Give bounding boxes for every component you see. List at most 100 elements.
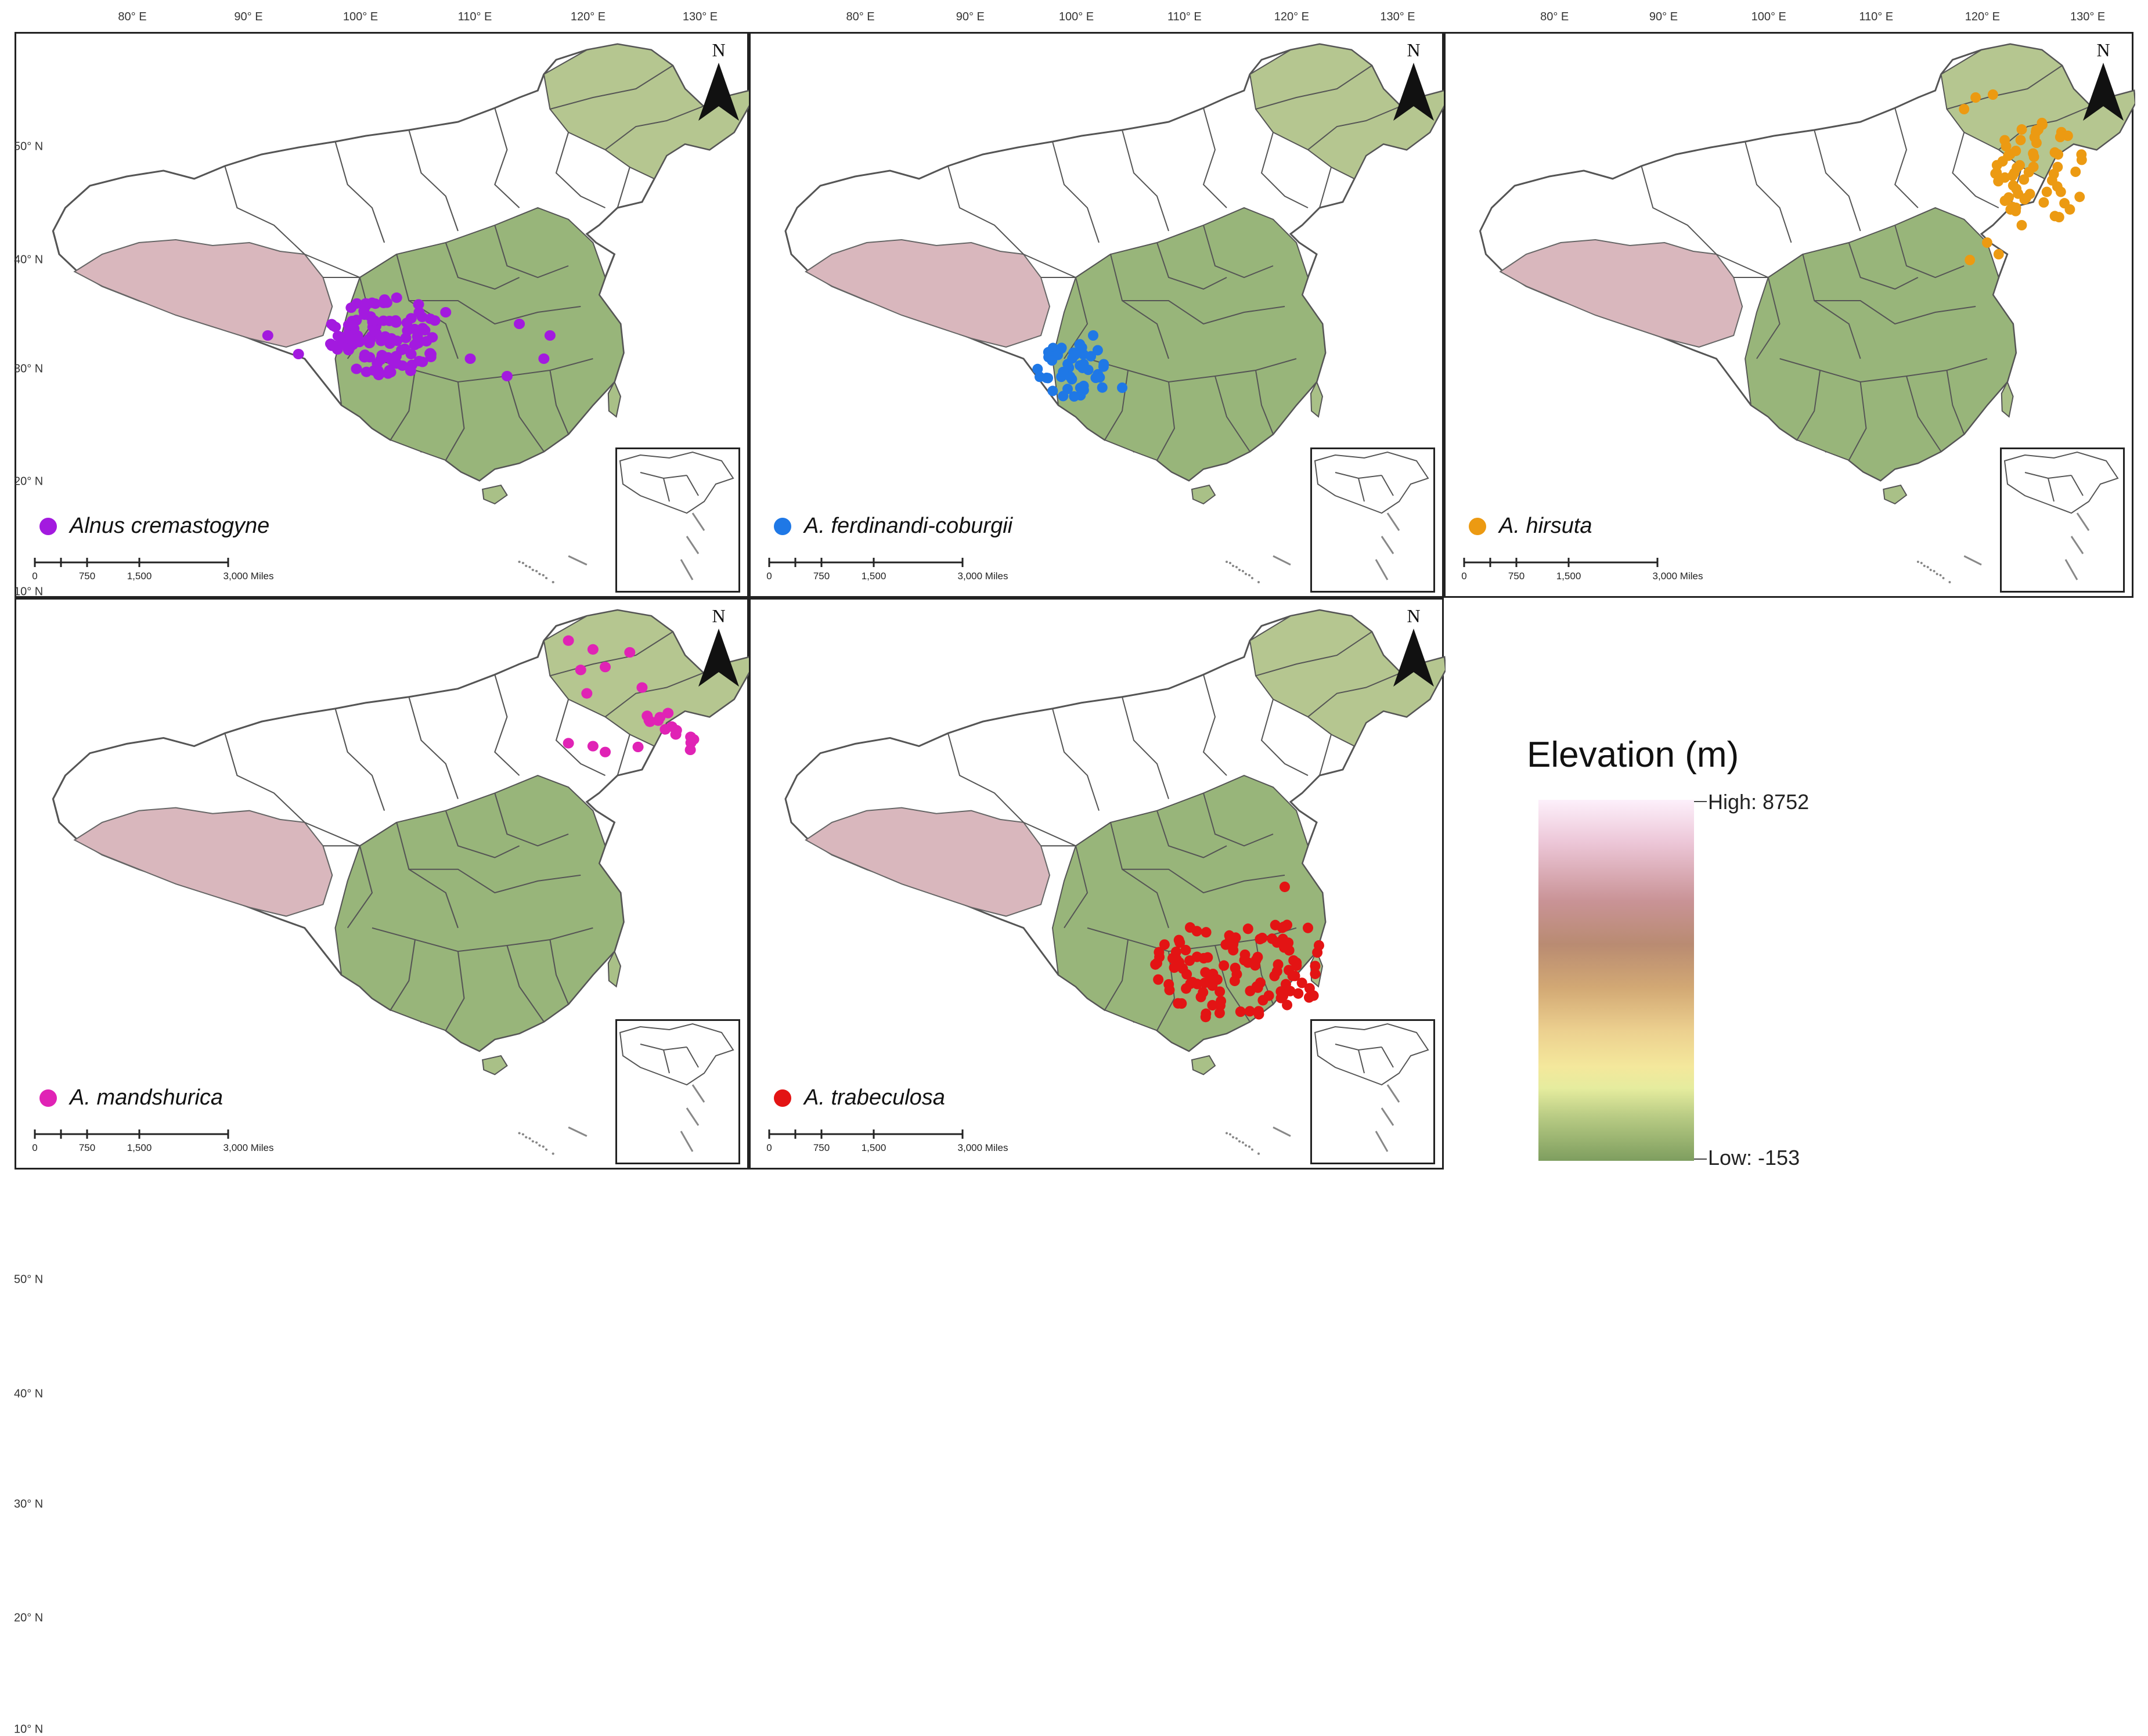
- island-dot: [1248, 1145, 1250, 1148]
- map-panel-5: N A. trabeculosa 0 750 1,500 3,000 Miles: [749, 598, 1446, 1170]
- occurrence-point: [2015, 135, 2026, 146]
- longitude-label: 130° E: [682, 10, 718, 23]
- northeast-region: [1249, 609, 1446, 747]
- occurrence-point: [1250, 954, 1262, 966]
- island-dot: [1257, 581, 1260, 583]
- province-boundary: [445, 242, 520, 290]
- island-dot: [525, 565, 528, 567]
- occurrence-point: [1255, 933, 1266, 945]
- occurrence-point: [575, 665, 586, 676]
- occurrence-point: [373, 370, 384, 381]
- province-boundary: [409, 300, 581, 325]
- occurrence-point: [1244, 1006, 1255, 1017]
- occurrence-point: [2014, 160, 2026, 171]
- occurrence-point: [1153, 974, 1164, 985]
- province-boundary: [1745, 141, 1792, 243]
- island-dot: [518, 1132, 521, 1135]
- tibetan-plateau: [805, 807, 1051, 917]
- province-boundary: [1052, 708, 1100, 811]
- longitude-label: 120° E: [1274, 10, 1310, 23]
- scale-label: 3,000 Miles: [1652, 571, 1703, 582]
- longitude-label: 90° E: [1649, 10, 1678, 23]
- province-boundary: [617, 167, 630, 208]
- occurrence-point: [1214, 986, 1226, 997]
- occurrence-point: [384, 364, 395, 376]
- province-boundary: [494, 793, 569, 847]
- province-boundary: [1307, 672, 1401, 717]
- occurrence-point: [1152, 958, 1162, 969]
- scale-label: 3,000 Miles: [957, 1142, 1008, 1153]
- occurrence-point: [1088, 330, 1098, 341]
- province-boundary: [1156, 810, 1227, 858]
- island-dot: [1939, 574, 1942, 576]
- eastern-lowlands: [334, 774, 625, 1052]
- island-dot: [531, 1140, 534, 1143]
- occurrence-point: [2003, 192, 2014, 203]
- province-boundary: [1779, 358, 1988, 383]
- province-boundary: [334, 141, 385, 243]
- occurrence-point: [1043, 373, 1054, 384]
- occurrence-point: [563, 738, 574, 749]
- north-arrow-icon: [698, 63, 739, 121]
- north-label: N: [712, 39, 726, 60]
- province-boundary: [1202, 674, 1227, 776]
- elevation-low-label: Low: -153: [1708, 1146, 1800, 1170]
- occurrence-point: [1310, 968, 1321, 979]
- occurrence-point: [1283, 937, 1294, 948]
- island-dot: [535, 1141, 538, 1144]
- province-boundary: [1906, 376, 1942, 452]
- occurrence-point: [359, 309, 370, 320]
- province-boundary: [1319, 734, 1332, 776]
- occurrence-point: [624, 647, 636, 658]
- eastern-lowlands: [1051, 207, 1327, 482]
- province-boundary: [1802, 254, 1861, 359]
- occurrence-point: [1200, 967, 1211, 978]
- occurrence-point: [2062, 130, 2073, 141]
- occurrence-point: [351, 315, 362, 326]
- province-boundary: [549, 370, 570, 435]
- province-boundary: [1894, 107, 1919, 208]
- island-dot: [545, 1148, 548, 1151]
- scale-label: 750: [78, 571, 96, 582]
- island-dot: [1232, 565, 1234, 567]
- legend-dot-icon: [39, 517, 57, 535]
- occurrence-point: [2007, 170, 2018, 181]
- province-boundary: [555, 699, 606, 776]
- province-boundary: [1894, 225, 1965, 279]
- occurrence-point: [2076, 154, 2087, 165]
- north-arrow-icon: [2083, 63, 2124, 121]
- longitude-label: 120° E: [1965, 10, 2000, 23]
- occurrence-point: [581, 688, 593, 699]
- scale-bar: 0 750 1,500 3,000 Miles: [766, 558, 1008, 587]
- tibetan-plateau: [73, 239, 333, 348]
- island-dot: [1916, 561, 1919, 563]
- province-boundary: [445, 381, 465, 461]
- province-boundary: [1052, 141, 1100, 243]
- elevation-high-label: High: 8752: [1708, 790, 1810, 814]
- province-boundary: [1041, 845, 1089, 929]
- latitude-label: 50° N: [14, 140, 44, 153]
- province-boundary: [1947, 65, 2063, 110]
- occurrence-point: [1201, 1008, 1212, 1019]
- island-dot: [1920, 562, 1923, 564]
- scale-label: 3,000 Miles: [223, 1142, 274, 1153]
- province-boundary: [1156, 242, 1227, 290]
- latitude-label: 20° N: [14, 1611, 44, 1625]
- species-legend: A. ferdinandi-coburgii: [774, 514, 1012, 539]
- occurrence-point: [1993, 249, 2004, 259]
- latitude-label: 10° N: [14, 585, 44, 598]
- province-boundary: [408, 696, 459, 799]
- latitude-label: 10° N: [14, 1723, 44, 1736]
- elevation-low-tick: [1694, 1158, 1707, 1160]
- occurrence-point: [544, 330, 556, 341]
- occurrence-point: [342, 330, 354, 341]
- south-china-sea-inset: [1310, 1019, 1435, 1164]
- occurrence-point: [1280, 979, 1291, 990]
- scale-label: 750: [1508, 571, 1525, 582]
- north-arrow-icon: [1393, 63, 1434, 121]
- province-boundary: [1087, 358, 1297, 383]
- province-boundary: [445, 951, 465, 1031]
- elevation-legend-title: Elevation (m): [1527, 735, 1739, 775]
- province-boundary: [1202, 107, 1227, 208]
- occurrence-point: [1245, 986, 1256, 997]
